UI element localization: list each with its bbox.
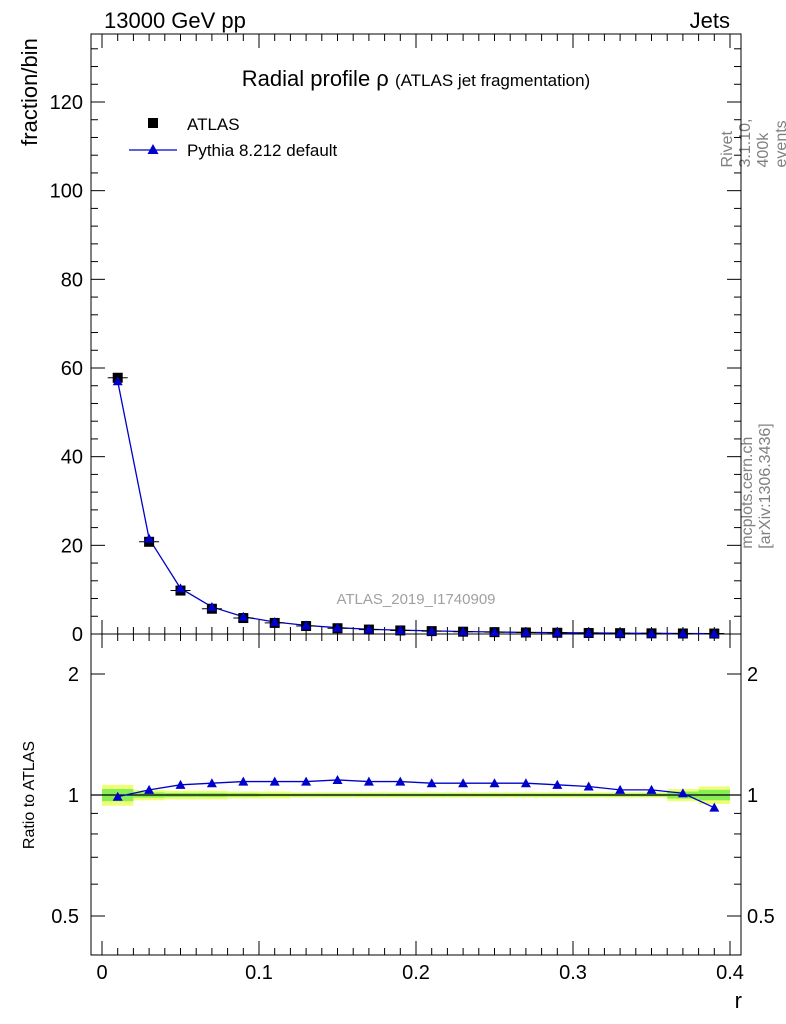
legend-pythia-label: Pythia 8.212 default: [187, 141, 338, 160]
x-axis-label: r: [734, 988, 742, 1013]
pythia-data-point: [426, 625, 437, 635]
legend: ATLAS Pythia 8.212 default: [129, 115, 338, 160]
ratio-data-point: [709, 802, 720, 812]
ratio-data-point: [363, 776, 374, 786]
plot-title-subtitle: (ATLAS jet fragmentation): [395, 71, 590, 90]
x-tick-label: 0: [96, 962, 107, 984]
pythia-data-point: [144, 533, 155, 543]
pythia-data-point: [238, 611, 249, 621]
ratio-data-point: [552, 779, 563, 789]
ratio-data-point: [144, 784, 155, 794]
x-tick-label: 0.4: [716, 962, 744, 984]
y-tick-label-main: 40: [61, 447, 83, 469]
y-tick-label-main: 20: [61, 535, 83, 557]
ratio-data-point: [332, 774, 343, 784]
pythia-data-point: [332, 622, 343, 632]
y-tick-label-ratio-right: 2: [747, 664, 758, 686]
y-tick-label-ratio-right: 1: [747, 785, 758, 807]
legend-atlas-marker: [148, 118, 158, 128]
x-tick-label: 0.2: [402, 962, 430, 984]
pythia-data-point: [363, 624, 374, 634]
ratio-data-point: [206, 778, 217, 788]
pythia-data-point: [395, 625, 406, 635]
pythia-data-point: [301, 620, 312, 630]
header-process: 13000 GeV pp: [104, 8, 246, 33]
y-tick-label-main: 120: [50, 92, 83, 114]
y-tick-label-main: 60: [61, 358, 83, 380]
y-tick-label-ratio-right: 0.5: [747, 906, 775, 928]
pythia-data-point: [269, 617, 280, 627]
pythia-data-point: [615, 628, 626, 638]
plot-title-main: Radial profile ρ: [242, 66, 389, 91]
header-category: Jets: [689, 8, 730, 33]
x-tick-label: 0.1: [245, 962, 273, 984]
pythia-data-point: [206, 601, 217, 611]
pythia-data-point: [489, 627, 500, 637]
ratio-data-point: [426, 778, 437, 788]
pythia-data-point: [175, 583, 186, 593]
pythia-data-point: [458, 626, 469, 636]
legend-atlas-label: ATLAS: [187, 115, 240, 134]
ratio-data-point: [458, 778, 469, 788]
ratio-data-point: [520, 778, 531, 788]
ratio-data-point: [489, 778, 500, 788]
y-tick-label-main: 100: [50, 181, 83, 203]
ratio-data-point: [269, 776, 280, 786]
ratio-data-point: [677, 788, 688, 798]
y-tick-label-main: 0: [72, 624, 83, 646]
ratio-data-point: [301, 776, 312, 786]
ratio-data-point: [238, 776, 249, 786]
plot-title: Radial profile ρ (ATLAS jet fragmentatio…: [242, 66, 590, 91]
pythia-data-point: [709, 628, 720, 638]
ratio-data-point: [615, 784, 626, 794]
ratio-data-point: [395, 776, 406, 786]
legend-pythia-marker: [147, 144, 159, 154]
pythia-data-point: [552, 627, 563, 637]
ratio-data-point: [175, 779, 186, 789]
x-tick-label: 0.3: [559, 962, 587, 984]
ratio-data-point: [112, 791, 123, 801]
ratio-data-point: [646, 784, 657, 794]
y-tick-label-main: 80: [61, 269, 83, 291]
pythia-data-point: [112, 376, 123, 386]
ratio-data-point: [583, 781, 594, 791]
y-tick-label-ratio-left: 2: [68, 664, 79, 686]
pythia-data-point: [646, 628, 657, 638]
pythia-data-point: [520, 627, 531, 637]
pythia-data-point: [583, 627, 594, 637]
y-tick-label-ratio-left: 0.5: [51, 906, 79, 928]
y-tick-label-ratio-left: 1: [68, 785, 79, 807]
ratio-series-line: [117, 779, 715, 809]
pythia-data-point: [677, 628, 688, 638]
analysis-watermark: ATLAS_2019_I1740909: [336, 591, 495, 608]
